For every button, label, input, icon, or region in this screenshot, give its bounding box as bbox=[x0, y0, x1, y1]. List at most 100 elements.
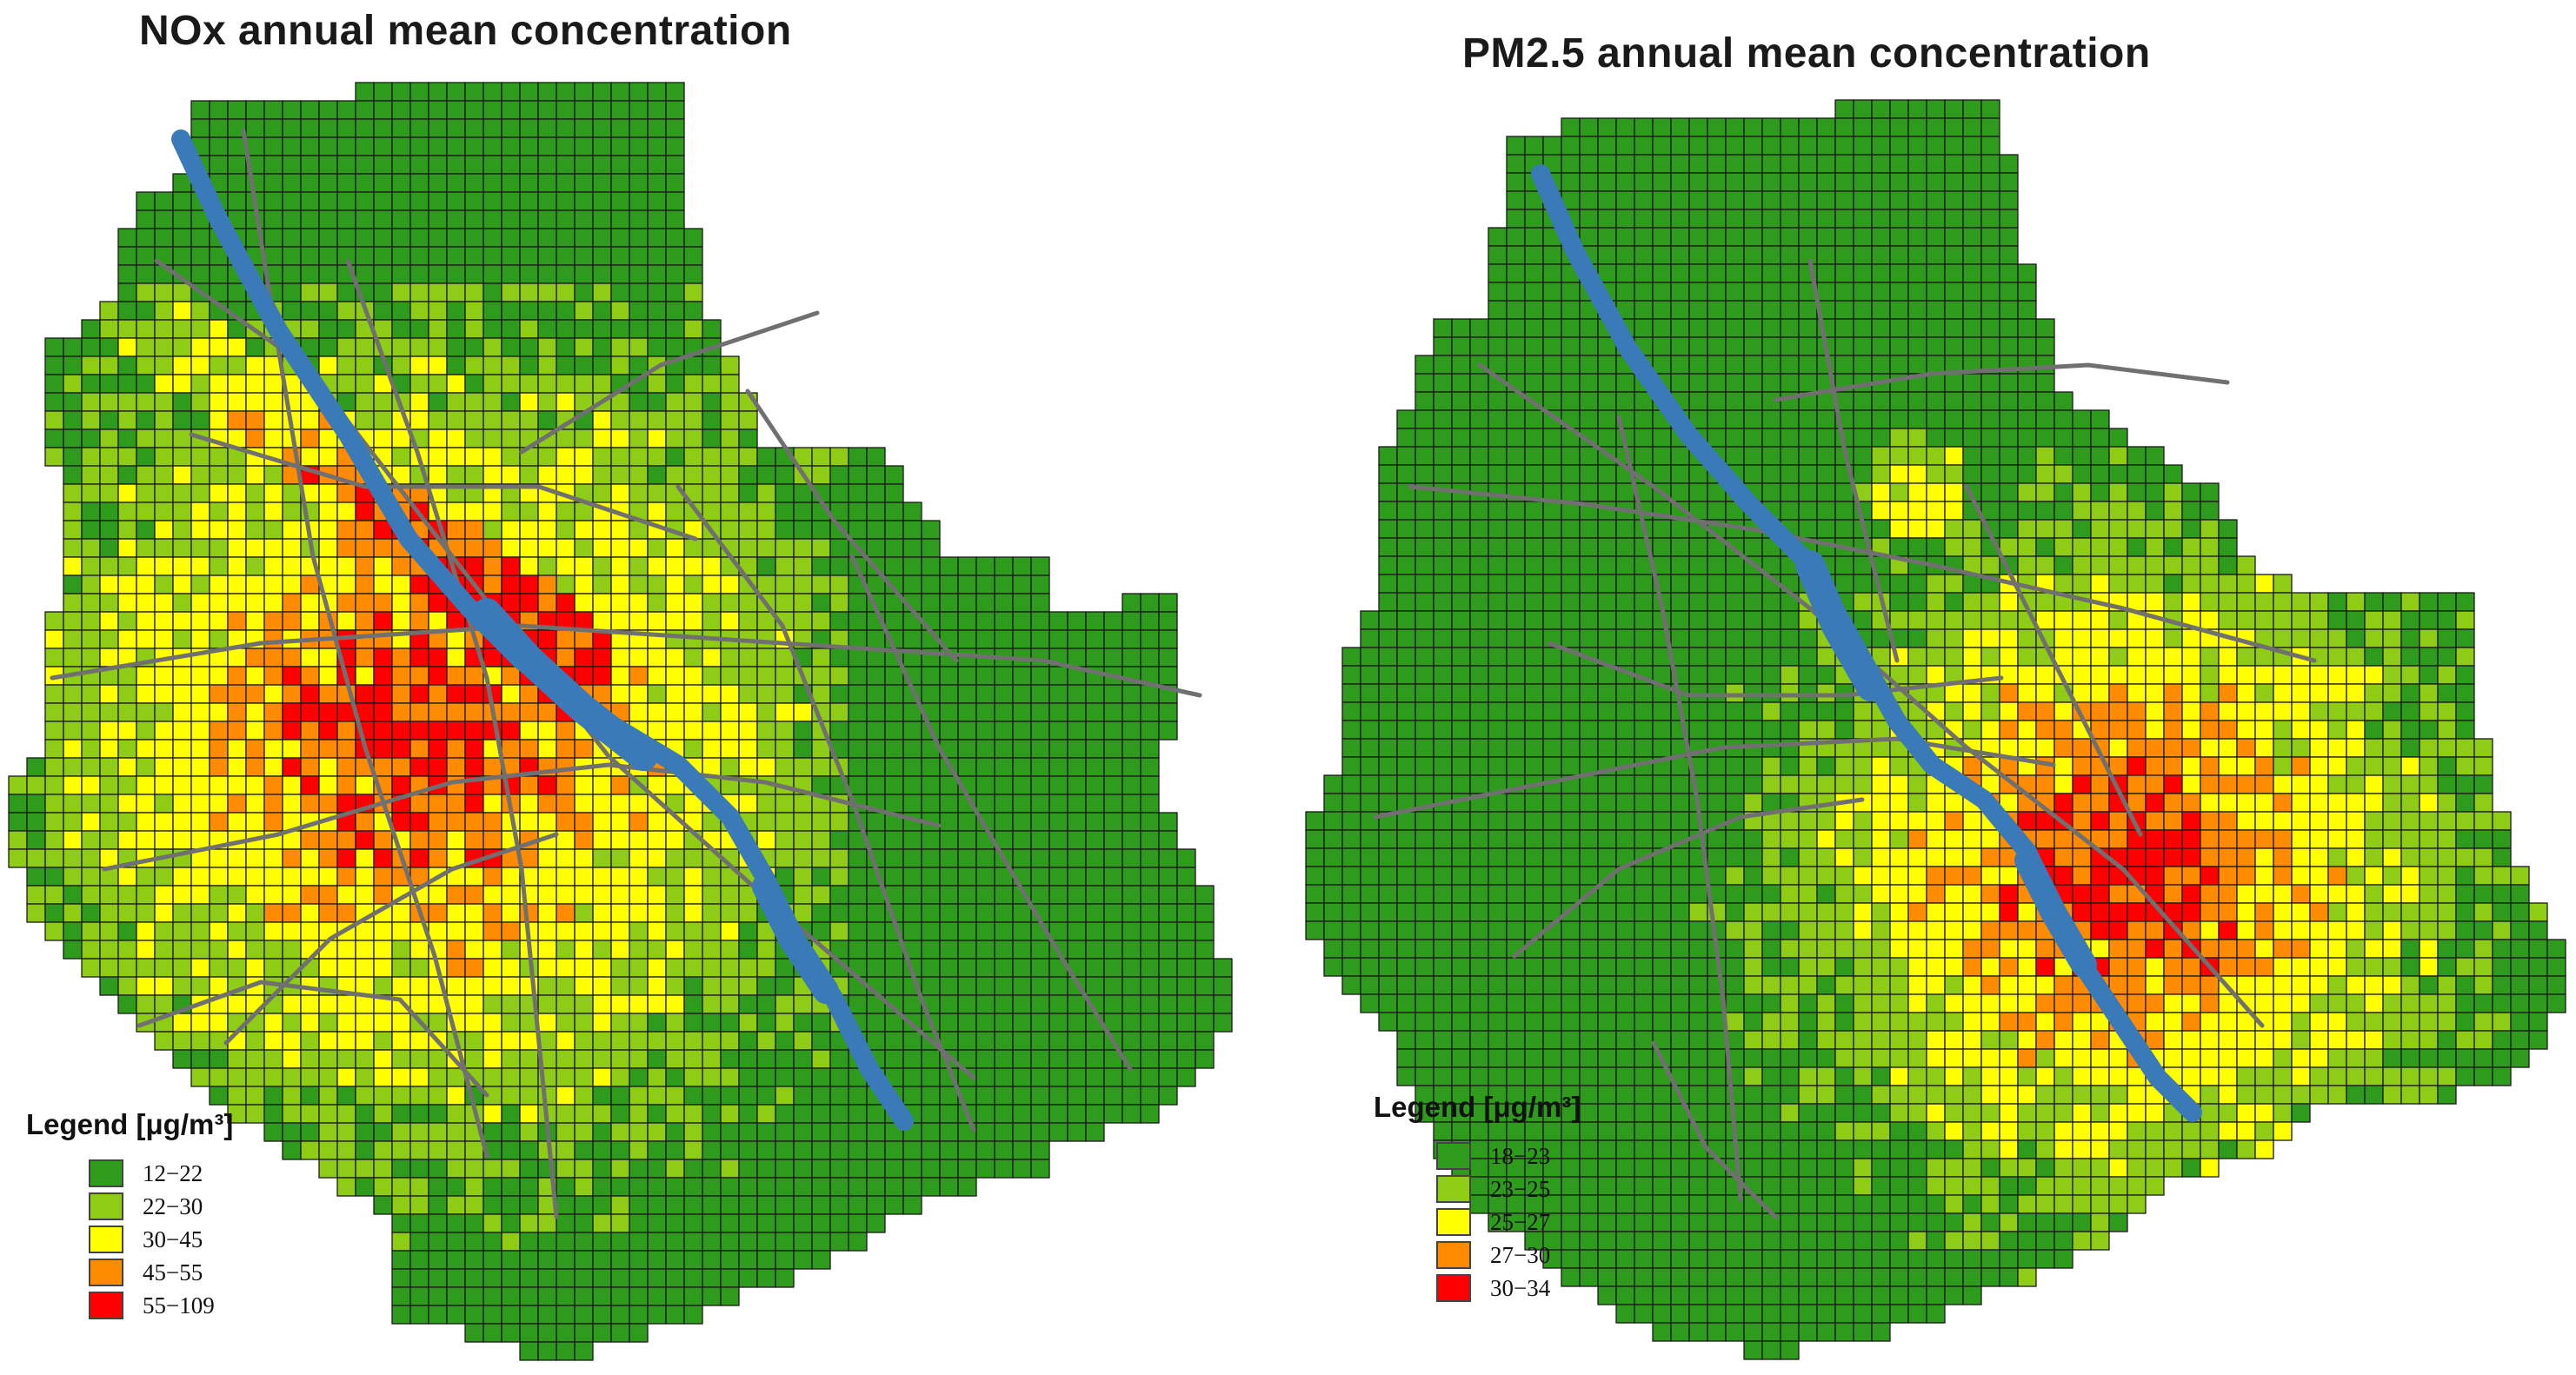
grid-cell bbox=[483, 264, 503, 284]
grid-cell bbox=[1853, 263, 1873, 283]
grid-cell bbox=[1488, 537, 1508, 557]
grid-cell bbox=[190, 684, 210, 704]
grid-cell bbox=[282, 118, 302, 138]
grid-cell bbox=[1780, 628, 1800, 648]
grid-cell bbox=[136, 684, 156, 704]
grid-cell bbox=[939, 885, 959, 905]
grid-cell bbox=[501, 1286, 521, 1306]
grid-cell bbox=[2473, 793, 2493, 813]
grid-cell bbox=[556, 940, 576, 960]
grid-cell bbox=[2090, 628, 2110, 648]
grid-cell bbox=[811, 1122, 831, 1142]
grid-cell bbox=[227, 739, 247, 759]
grid-cell bbox=[738, 502, 758, 521]
grid-cell bbox=[610, 921, 630, 941]
grid-cell bbox=[336, 228, 356, 248]
grid-cell bbox=[1378, 683, 1398, 703]
grid-cell bbox=[793, 1250, 813, 1270]
grid-cell bbox=[190, 319, 210, 339]
grid-cell bbox=[848, 867, 868, 887]
grid-cell bbox=[1122, 593, 1142, 613]
grid-cell bbox=[2364, 738, 2384, 758]
grid-cell bbox=[1085, 1104, 1105, 1124]
grid-cell bbox=[318, 100, 338, 120]
grid-cell bbox=[1597, 592, 1617, 612]
grid-cell bbox=[209, 739, 229, 759]
grid-cell bbox=[1761, 209, 1781, 229]
grid-cell bbox=[756, 994, 776, 1014]
grid-cell bbox=[2145, 555, 2165, 575]
grid-cell bbox=[994, 885, 1014, 905]
grid-cell bbox=[136, 319, 156, 339]
grid-cell bbox=[501, 1104, 521, 1124]
grid-cell bbox=[629, 1104, 649, 1124]
grid-cell bbox=[1999, 720, 2019, 740]
grid-cell bbox=[501, 666, 521, 686]
grid-cell bbox=[1048, 812, 1068, 832]
grid-cell bbox=[939, 1159, 959, 1179]
grid-cell bbox=[300, 739, 320, 759]
grid-cell bbox=[957, 885, 977, 905]
grid-cell bbox=[756, 1213, 776, 1233]
grid-cell bbox=[756, 520, 776, 540]
grid-cell bbox=[1926, 99, 1946, 119]
grid-cell bbox=[1012, 684, 1032, 704]
grid-cell bbox=[592, 1177, 612, 1197]
grid-cell bbox=[300, 666, 320, 686]
grid-cell bbox=[939, 666, 959, 686]
grid-cell bbox=[647, 575, 667, 595]
grid-cell bbox=[1652, 154, 1672, 174]
grid-cell bbox=[245, 520, 265, 540]
grid-cell bbox=[610, 903, 630, 923]
grid-cell bbox=[1524, 263, 1544, 283]
grid-cell bbox=[1012, 1122, 1032, 1142]
grid-cell bbox=[756, 465, 776, 485]
grid-cell bbox=[1012, 757, 1032, 777]
grid-cell bbox=[957, 593, 977, 613]
grid-cell bbox=[2090, 774, 2110, 794]
grid-cell bbox=[428, 1013, 448, 1033]
grid-cell bbox=[665, 82, 685, 102]
grid-cell bbox=[136, 702, 156, 722]
grid-cell bbox=[665, 502, 685, 521]
grid-cell bbox=[1542, 738, 1562, 758]
grid-cell bbox=[1907, 190, 1927, 210]
grid-cell bbox=[1176, 958, 1196, 978]
grid-cell bbox=[446, 410, 466, 430]
grid-cell bbox=[355, 1122, 375, 1142]
grid-cell bbox=[902, 629, 922, 649]
grid-cell bbox=[446, 301, 466, 321]
grid-cell bbox=[336, 1104, 356, 1124]
grid-cell bbox=[665, 921, 685, 941]
grid-cell bbox=[665, 118, 685, 138]
grid-cell bbox=[355, 575, 375, 595]
grid-cell bbox=[1067, 1067, 1087, 1087]
grid-cell bbox=[1597, 409, 1617, 429]
grid-cell bbox=[975, 1159, 995, 1179]
grid-cell bbox=[1889, 227, 1909, 247]
grid-cell bbox=[446, 1140, 466, 1160]
grid-cell bbox=[2181, 756, 2201, 776]
grid-cell bbox=[647, 1232, 667, 1252]
grid-cell bbox=[592, 246, 612, 266]
grid-cell bbox=[318, 118, 338, 138]
grid-cell bbox=[263, 958, 283, 978]
grid-cell bbox=[556, 648, 576, 668]
grid-cell bbox=[1999, 209, 2019, 229]
grid-cell bbox=[702, 1232, 722, 1252]
grid-cell bbox=[793, 885, 813, 905]
grid-cell bbox=[336, 319, 356, 339]
grid-cell bbox=[829, 1122, 849, 1142]
grid-cell bbox=[1158, 611, 1178, 631]
grid-cell bbox=[1615, 282, 1635, 302]
grid-cell bbox=[848, 666, 868, 686]
grid-cell bbox=[1067, 775, 1087, 795]
grid-cell bbox=[1561, 318, 1581, 338]
grid-cell bbox=[318, 775, 338, 795]
grid-cell bbox=[556, 1305, 576, 1325]
grid-cell bbox=[1761, 428, 1781, 448]
grid-cell bbox=[738, 520, 758, 540]
grid-cell bbox=[1853, 829, 1873, 849]
grid-cell bbox=[793, 1122, 813, 1142]
grid-cell bbox=[300, 428, 320, 448]
